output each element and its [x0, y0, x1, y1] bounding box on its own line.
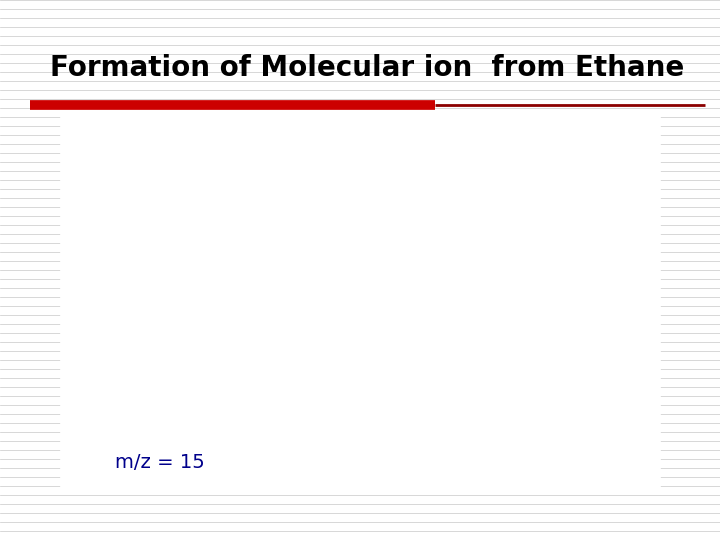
Bar — [60, 115, 660, 490]
Text: m/z = 15: m/z = 15 — [115, 453, 204, 471]
Text: Formation of Molecular ion  from Ethane: Formation of Molecular ion from Ethane — [50, 54, 684, 82]
